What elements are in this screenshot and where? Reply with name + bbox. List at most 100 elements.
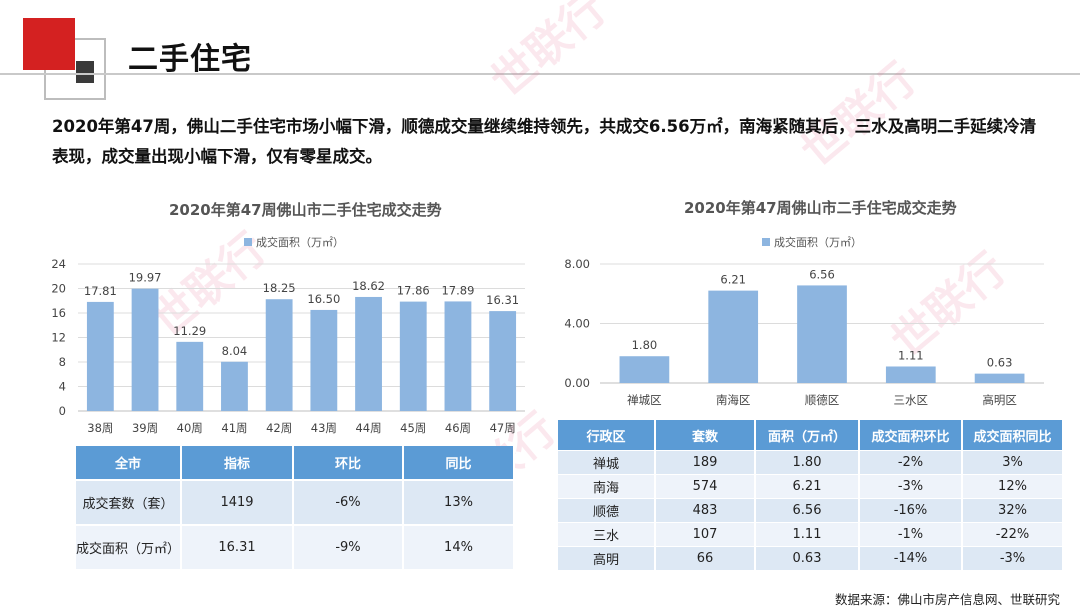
x-tick-label: 顺德区 (805, 393, 840, 407)
legend-label: 成交面积（万㎡） (774, 236, 862, 249)
table-cell: 成交套数（套） (76, 479, 182, 524)
bar (708, 290, 759, 383)
y-tick-label: 12 (51, 331, 66, 345)
x-tick-label: 禅城区 (627, 393, 662, 407)
bar (974, 373, 1025, 383)
table-header: 全市 (76, 446, 182, 479)
table-cell: 顺德 (558, 498, 656, 522)
table-cell: 1419 (182, 479, 294, 524)
bar (885, 366, 936, 383)
table-cell: -22% (963, 522, 1064, 546)
table-cell: 高明 (558, 546, 656, 570)
data-label: 17.81 (84, 284, 117, 298)
data-label: 16.50 (307, 292, 340, 306)
bar (399, 301, 427, 411)
x-tick-label: 41周 (221, 421, 247, 435)
x-tick-label: 44周 (355, 421, 381, 435)
chart-title-right: 2020年第47周佛山市二手住宅成交走势 (684, 199, 957, 217)
x-tick-label: 45周 (400, 421, 426, 435)
table-header: 同比 (404, 446, 515, 479)
y-tick-label: 8 (59, 355, 66, 369)
table-header: 成交面积环比 (860, 420, 963, 450)
table-cell: 107 (656, 522, 756, 546)
table-cell: 3% (963, 450, 1064, 474)
y-tick-label: 0.00 (564, 376, 590, 390)
table-header: 套数 (656, 420, 756, 450)
table-cell: 成交面积（万㎡） (76, 524, 182, 569)
header-dark-block (76, 61, 94, 83)
x-tick-label: 47周 (490, 421, 516, 435)
summary-text: 2020年第47周，佛山二手住宅市场小幅下滑，顺德成交量继续维持领先，共成交6.… (52, 117, 1037, 166)
table-cell: 6.56 (756, 498, 860, 522)
bar (221, 361, 248, 411)
data-label: 18.62 (352, 279, 385, 293)
table-cell: -6% (294, 479, 404, 524)
table-cell: 32% (963, 498, 1064, 522)
data-label: 6.56 (809, 267, 835, 281)
title-underline (0, 73, 1080, 75)
x-tick-label: 46周 (445, 421, 471, 435)
data-label: 8.04 (222, 344, 248, 358)
data-label: 16.31 (486, 293, 519, 307)
bar (176, 341, 204, 411)
table-cell: 6.21 (756, 474, 860, 498)
data-label: 6.21 (720, 273, 746, 287)
y-tick-label: 4 (59, 380, 66, 394)
table-cell: 14% (404, 524, 515, 569)
data-label: 19.97 (129, 271, 162, 285)
data-label: 18.25 (263, 281, 296, 295)
table-header: 成交面积同比 (963, 420, 1064, 450)
table-row: 三水 107 1.11 -1% -22% (558, 522, 1064, 546)
x-tick-label: 42周 (266, 421, 292, 435)
table-cell: -14% (860, 546, 963, 570)
bar (265, 299, 293, 411)
bar (355, 296, 382, 411)
x-tick-label: 南海区 (716, 393, 751, 407)
data-label: 11.29 (173, 324, 206, 338)
table-row: 成交面积（万㎡） 16.31 -9% 14% (76, 524, 515, 569)
table-cell: 189 (656, 450, 756, 474)
data-label: 17.86 (397, 284, 430, 298)
table-cell: 三水 (558, 522, 656, 546)
data-label: 1.11 (898, 348, 924, 362)
x-tick-label: 38周 (87, 421, 113, 435)
table-cell: -2% (860, 450, 963, 474)
table-cell: 1.80 (756, 450, 860, 474)
bar (310, 309, 338, 411)
table-cell: 13% (404, 479, 515, 524)
table-cell: 南海 (558, 474, 656, 498)
y-tick-label: 8.00 (564, 257, 590, 271)
bar (444, 301, 472, 411)
district-table: 行政区 套数 面积（万㎡） 成交面积环比 成交面积同比 禅城 189 1.80 … (558, 420, 1064, 570)
table-cell: 483 (656, 498, 756, 522)
table-row: 高明 66 0.63 -14% -3% (558, 546, 1064, 570)
citywide-summary-table: 全市 指标 环比 同比 成交套数（套） 1419 -6% 13% 成交面积（万㎡… (76, 446, 515, 569)
chart-title-left: 2020年第47周佛山市二手住宅成交走势 (169, 201, 442, 219)
table-cell: 66 (656, 546, 756, 570)
table-cell: -16% (860, 498, 963, 522)
bar (86, 301, 114, 411)
table-header: 指标 (182, 446, 294, 479)
bar (489, 311, 517, 411)
legend-right: 成交面积（万㎡） (762, 234, 862, 250)
table-row: 禅城 189 1.80 -2% 3% (558, 450, 1064, 474)
y-tick-label: 16 (51, 306, 66, 320)
bar (131, 288, 159, 411)
y-tick-label: 24 (51, 257, 66, 271)
legend-swatch (244, 238, 252, 246)
data-label: 17.89 (441, 283, 474, 297)
legend-left: 成交面积（万㎡） (244, 234, 344, 250)
legend-swatch (762, 238, 770, 246)
table-header: 行政区 (558, 420, 656, 450)
table-cell: 574 (656, 474, 756, 498)
table-row: 南海 574 6.21 -3% 12% (558, 474, 1064, 498)
x-tick-label: 高明区 (982, 393, 1017, 407)
data-source-note: 数据来源：佛山市房产信息网、世联研究 (834, 592, 1060, 607)
page-title: 二手住宅 (128, 42, 252, 77)
table-cell: 12% (963, 474, 1064, 498)
table-cell: 16.31 (182, 524, 294, 569)
table-header: 面积（万㎡） (756, 420, 860, 450)
table-cell: -3% (860, 474, 963, 498)
table-row: 成交套数（套） 1419 -6% 13% (76, 479, 515, 524)
